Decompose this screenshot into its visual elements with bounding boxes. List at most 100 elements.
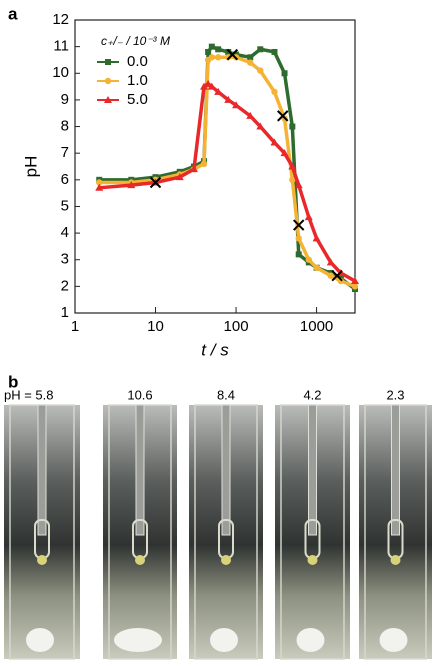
stir-bar [296, 628, 325, 652]
marker [288, 162, 297, 170]
marker [280, 149, 289, 157]
stir-bar [210, 628, 238, 652]
marker [327, 272, 334, 279]
panel-label: b [8, 372, 18, 391]
y-tick-label: 4 [61, 224, 69, 241]
y-tick-label: 1 [61, 304, 69, 321]
marker [289, 176, 296, 184]
marker [295, 235, 302, 242]
marker [189, 165, 198, 173]
marker [247, 59, 254, 66]
legend-marker [104, 77, 112, 85]
photo-label: 10.6 [127, 387, 152, 402]
marker [289, 123, 296, 130]
marker [313, 264, 320, 271]
marker [205, 48, 212, 55]
marker [95, 183, 104, 191]
marker [175, 173, 184, 181]
marker [270, 138, 279, 146]
marker [127, 181, 136, 189]
y-tick-label: 7 [61, 144, 69, 161]
marker [247, 54, 254, 61]
electrode-tip [390, 555, 401, 565]
marker [204, 79, 213, 87]
x-tick-label: 10 [147, 318, 164, 335]
marker [215, 46, 222, 53]
y-tick-label: 12 [52, 11, 69, 28]
legend-label: 5.0 [127, 91, 148, 108]
photos: pH = 5.8 10.6 8.4 4.2 2.3 [4, 387, 432, 660]
photo-label: pH = 5.8 [4, 387, 54, 402]
marker [256, 122, 265, 130]
y-tick-label: 3 [61, 251, 69, 268]
x-axis-label: t / s [201, 340, 229, 359]
legend-label: 0.0 [127, 53, 148, 70]
legend-label: 1.0 [127, 72, 148, 89]
marker [232, 101, 241, 109]
electrode [37, 404, 47, 536]
series-line [99, 81, 356, 283]
cross-marker [293, 219, 305, 231]
photo-label: 2.3 [386, 387, 404, 402]
marker [305, 256, 312, 263]
cross-marker [226, 48, 239, 61]
marker [208, 54, 216, 61]
marker [225, 54, 232, 61]
marker [214, 54, 222, 61]
marker [200, 160, 208, 168]
marker [96, 179, 103, 186]
y-tick-label: 8 [61, 118, 69, 135]
electrode-tip [221, 555, 231, 565]
marker [207, 82, 216, 90]
marker [337, 277, 345, 285]
photo-label: 8.4 [217, 387, 235, 402]
electrode [221, 404, 231, 536]
y-tick-label: 2 [61, 277, 69, 294]
electrode [135, 404, 145, 536]
y-tick-label: 6 [61, 171, 69, 188]
marker [208, 43, 215, 50]
plot-frame [74, 19, 356, 314]
marker [351, 283, 359, 290]
cross-marker [331, 270, 343, 282]
marker [257, 46, 264, 53]
marker [281, 70, 288, 77]
marker [271, 48, 278, 55]
y-tick-label: 9 [61, 91, 69, 108]
marker [351, 277, 359, 285]
marker [326, 258, 335, 266]
marker [225, 48, 232, 55]
marker [271, 88, 278, 96]
marker [312, 234, 321, 242]
panel-label: a [8, 4, 18, 23]
x-tick-label: 1 [71, 318, 79, 335]
electrode [308, 404, 317, 536]
electrode-tip [135, 555, 145, 565]
cross-marker [149, 176, 162, 189]
x-tick-label: 1000 [300, 318, 333, 335]
legend-title: c₊/₋ / 10⁻³ M [101, 34, 170, 48]
stir-bar [114, 628, 162, 652]
marker [295, 251, 302, 258]
electrode-tip [37, 555, 47, 565]
y-tick-label: 11 [53, 38, 69, 55]
y-axis-label: pH [21, 156, 40, 178]
y-tick-label: 10 [52, 64, 69, 81]
marker [214, 87, 223, 95]
y-tick-label: 5 [61, 197, 69, 214]
marker [257, 67, 264, 74]
legend-marker [104, 96, 112, 103]
marker [304, 213, 313, 221]
marker [246, 111, 255, 119]
marker [224, 95, 233, 103]
legend-marker [105, 59, 111, 65]
stir-bar [26, 628, 54, 652]
photo-label: 4.2 [303, 387, 321, 402]
electrode [391, 404, 400, 536]
marker [294, 181, 303, 189]
marker [200, 82, 209, 90]
x-tick-label: 100 [224, 318, 249, 335]
electrode-tip [307, 555, 318, 565]
stir-bar [379, 628, 408, 652]
